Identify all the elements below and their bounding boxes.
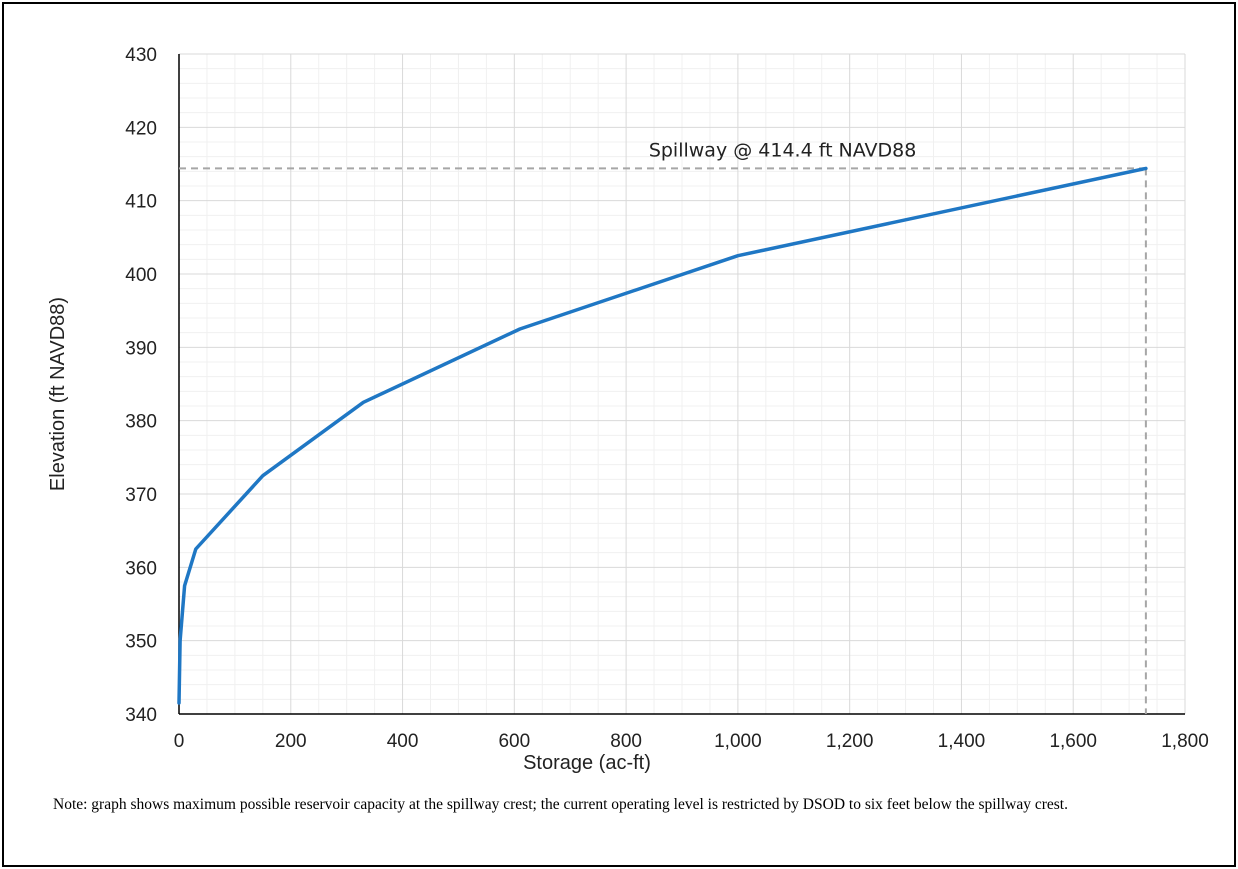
y-tick-label: 370: [125, 485, 157, 506]
series: [177, 166, 1148, 705]
storage-elevation-chart: 0 200 400 600 800 1,000 1,200 1,400 1,600 1,800 34…: [47, 45, 1209, 774]
y-tick-label: 400: [125, 265, 157, 286]
x-tick-label: 400: [387, 731, 419, 752]
y-tick-label: 410: [125, 192, 157, 213]
y-tick-label: 390: [125, 338, 157, 359]
spillway-reference-lines: [179, 167, 1147, 714]
axes: [178, 54, 1185, 715]
x-tick-label: 1,600: [1049, 731, 1097, 752]
y-tick-label: 380: [125, 412, 157, 433]
x-axis-title: Storage (ac-ft): [523, 752, 651, 774]
y-axis-title: Elevation (ft NAVD88): [47, 297, 69, 491]
y-tick-label: 420: [125, 118, 157, 139]
y-tick-label: 360: [125, 558, 157, 579]
x-tick-label: 1,800: [1161, 731, 1209, 752]
figure-note: Note: graph shows maximum possible reser…: [53, 796, 1068, 813]
annotations: Spillway @ 414.4 ft NAVD88: [649, 140, 917, 162]
y-tick-label: 430: [125, 45, 157, 66]
x-tick-label: 1,400: [938, 731, 986, 752]
y-tick-label: 350: [125, 632, 157, 653]
spillway-annotation: Spillway @ 414.4 ft NAVD88: [649, 140, 917, 162]
y-tick-label: 340: [125, 705, 157, 726]
grid: [178, 53, 1186, 715]
x-tick-label: 600: [498, 731, 530, 752]
x-tick-label: 1,000: [714, 731, 762, 752]
x-tick-label: 1,200: [826, 731, 874, 752]
tick-labels: 0 200 400 600 800 1,000 1,200 1,400 1,600 1,800 34…: [125, 45, 1208, 752]
x-tick-label: 0: [174, 731, 185, 752]
x-tick-label: 200: [275, 731, 307, 752]
x-tick-label: 800: [610, 731, 642, 752]
